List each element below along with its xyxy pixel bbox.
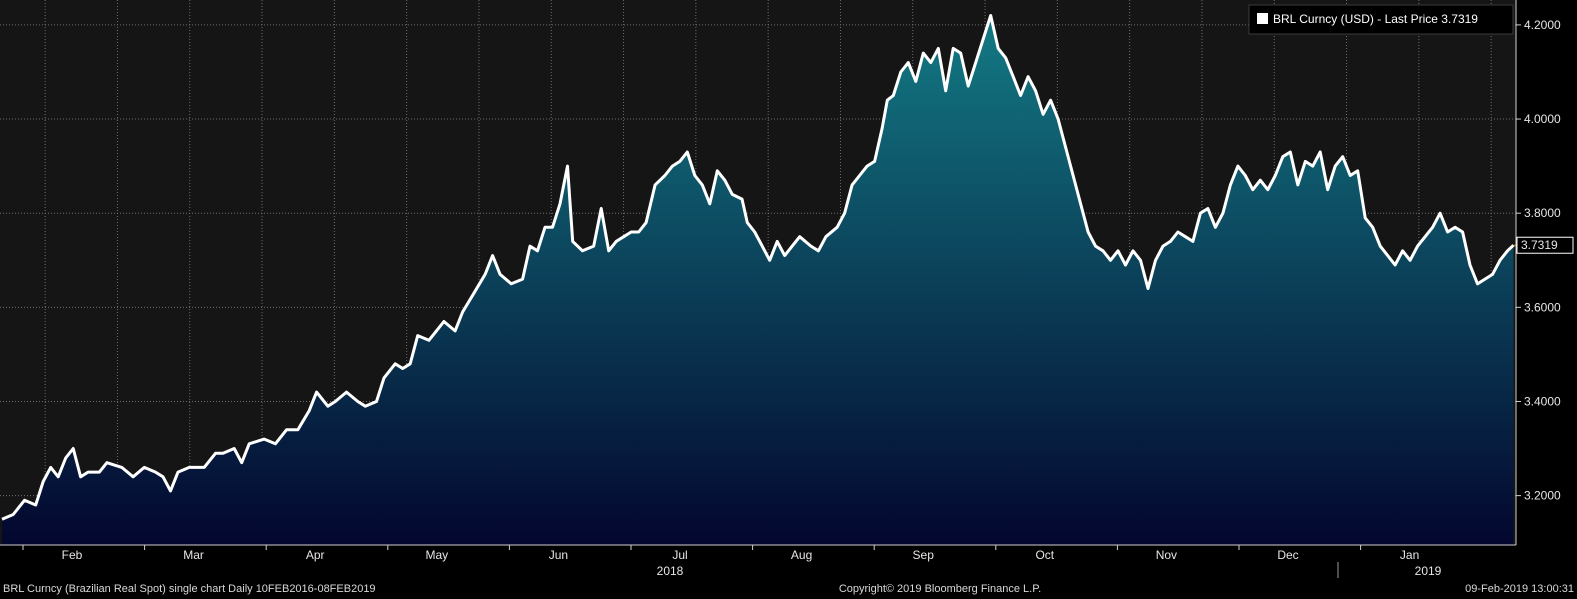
- x-tick-label: Jun: [549, 548, 568, 562]
- legend-box: [1248, 4, 1514, 35]
- y-tick-label: 4.0000: [1524, 112, 1561, 126]
- footer-description: BRL Curncy (Brazilian Real Spot) single …: [3, 583, 376, 595]
- y-tick-label: 3.2000: [1524, 489, 1561, 503]
- price-line: [1, 14, 1515, 521]
- x-year-label: 2019: [1415, 564, 1442, 578]
- footer-copyright: Copyright© 2019 Bloomberg Finance L.P.: [839, 583, 1041, 595]
- x-tick-label: Oct: [1035, 548, 1054, 562]
- y-tick-label: 3.8000: [1524, 206, 1561, 220]
- x-tick-label: Aug: [791, 548, 812, 562]
- legend-series-label: BRL Curncy (USD) - Last Price 3.7319: [1273, 12, 1478, 26]
- x-tick-label: Jan: [1400, 548, 1419, 562]
- x-tick-label: Sep: [913, 548, 935, 562]
- last-price-tag: 3.7319: [1516, 236, 1574, 254]
- last-price-tag-background: [1516, 236, 1574, 254]
- x-axis: Feb Mar Apr May Jun Jul Aug Sep Oct Nov Dec Jan 2018…: [0, 544, 1516, 578]
- last-price-tag-text: 3.7319: [1521, 238, 1558, 252]
- x-tick-label: May: [425, 548, 448, 562]
- legend-swatch: [1257, 13, 1268, 24]
- x-tick-label: Nov: [1156, 548, 1177, 562]
- y-axis: 3.2000 3.4000 3.6000 3.8000 4.0000 4.2000: [1515, 0, 1561, 545]
- x-tick-label: Jul: [672, 548, 687, 562]
- x-tick-label: Feb: [62, 548, 83, 562]
- x-tick-label: Apr: [306, 548, 325, 562]
- x-tick-label: Dec: [1277, 548, 1298, 562]
- legend[interactable]: BRL Curncy (USD) - Last Price 3.7319: [1248, 4, 1514, 35]
- footer-timestamp: 09-Feb-2019 13:00:31: [1465, 583, 1574, 595]
- price-area-fill: [2, 15, 1514, 545]
- y-tick-label: 3.6000: [1524, 300, 1561, 314]
- y-tick-label: 3.4000: [1524, 394, 1561, 408]
- x-year-label: 2018: [657, 564, 684, 578]
- y-tick-label: 4.2000: [1524, 18, 1561, 32]
- x-tick-label: Mar: [183, 548, 204, 562]
